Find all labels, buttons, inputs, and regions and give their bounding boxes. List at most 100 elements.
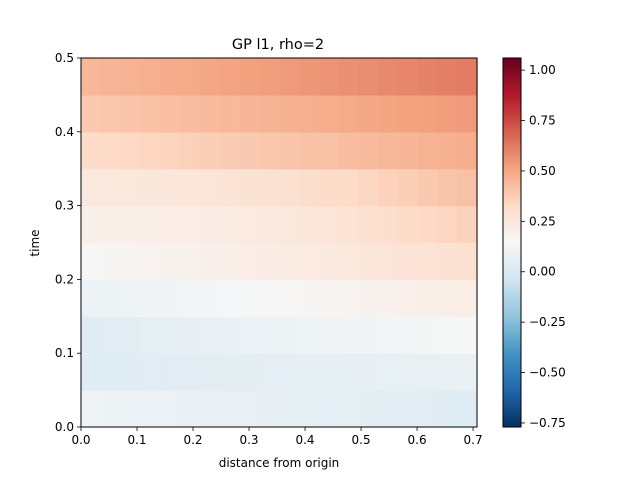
heatmap-cell [298,205,320,244]
heatmap-cell [298,390,320,428]
plot-frame [80,57,478,428]
heatmap-cell [338,168,359,207]
heatmap-cell [81,353,102,391]
heatmap-cell [397,279,419,317]
heatmap-cell [437,94,458,133]
heatmap-cell [279,58,300,96]
heatmap-cell [397,58,419,96]
heatmap-cell [179,58,201,96]
heatmap-cell [199,390,221,428]
colorbar-tick-label: −0.50 [529,366,566,380]
heatmap-cell [160,390,181,428]
heatmap-cell [140,94,161,133]
y-tick-label: 0.0 [55,420,74,434]
heatmap-cell [120,205,142,244]
heatmap-cell [298,131,320,170]
heatmap-cell [140,242,161,280]
y-axis-label: time [28,229,42,256]
heatmap-cell [120,58,142,96]
heatmap-cell [199,279,221,317]
heatmap-cell [397,131,419,170]
heatmap-cell [259,390,280,428]
heatmap-cell [120,279,142,317]
heatmap-cell [397,168,419,207]
x-tick-label: 0.7 [464,433,483,447]
heatmap-cell [81,242,102,280]
heatmap-cell [298,168,320,207]
heatmap-cell [239,94,260,133]
heatmap-cell [140,390,161,428]
heatmap-cell [160,205,181,244]
heatmap-cell [219,279,240,317]
heatmap-cell [417,353,439,391]
heatmap-cell [120,94,142,133]
heatmap-cell [140,58,161,96]
heatmap-cell [100,131,122,170]
heatmap-cell [279,242,300,280]
heatmap-cell [199,242,221,280]
heatmap-cell [100,353,122,391]
heatmap-cell [160,168,181,207]
heatmap-cell [259,205,280,244]
heatmap-cell [318,168,340,207]
heatmap-cell [279,94,300,133]
heatmap-cell [279,131,300,170]
heatmap-cell [437,242,458,280]
y-tick-label: 0.1 [55,346,74,360]
heatmap-cell [219,316,240,354]
heatmap-cell [338,279,359,317]
x-tick-label: 0.3 [239,433,258,447]
heatmap-cell [457,205,478,244]
heatmap-cell [417,279,439,317]
heatmap-cell [199,94,221,133]
heatmap-cell [199,205,221,244]
heatmap-cell [358,353,379,391]
heatmap-cell [120,168,142,207]
heatmap-cell [417,131,439,170]
heatmap-cell [81,390,102,428]
heatmap-cell [417,242,439,280]
heatmap-cell [279,279,300,317]
heatmap-cell [120,390,142,428]
heatmap-cell [318,58,340,96]
heatmap-cell [81,205,102,244]
heatmap-cell [100,390,122,428]
heatmap-cell [259,353,280,391]
heatmap-cell [100,242,122,280]
heatmap-cell [219,131,240,170]
heatmap-cell [338,390,359,428]
heatmap-cell [81,279,102,317]
heatmap-cell [199,58,221,96]
colorbar-ticks: −0.75 −0.50 −0.25 0.00 0.25 0.50 0.75 1.00 [521,63,566,430]
heatmap-cell [437,131,458,170]
heatmap-cell [338,205,359,244]
heatmap-cell [179,94,201,133]
heatmap-cell [199,168,221,207]
heatmap-cell [160,131,181,170]
heatmap-cell [378,242,399,280]
heatmap-cell [417,168,439,207]
heatmap-cell [239,205,260,244]
y-tick-label: 0.5 [55,51,74,65]
heatmap-cell [457,58,478,96]
heatmap-cell [179,242,201,280]
x-axis-label: distance from origin [219,456,340,470]
heatmap-cell [199,131,221,170]
heatmap-cell [358,168,379,207]
heatmap-cell [397,242,419,280]
heatmap-cell [397,205,419,244]
heatmap-cell [378,390,399,428]
heatmap-cell [318,353,340,391]
heatmap-cell [179,353,201,391]
heatmap-cell [100,58,122,96]
x-tick-label: 0.2 [183,433,202,447]
heatmap-cell [437,390,458,428]
heatmap-cell [160,353,181,391]
heatmap-cell [140,279,161,317]
heatmap-cell [298,94,320,133]
colorbar-tick-label: 0.00 [529,265,556,279]
heatmap-cell [239,390,260,428]
colorbar-tick-label: 0.25 [529,214,556,228]
heatmap-cell [259,316,280,354]
